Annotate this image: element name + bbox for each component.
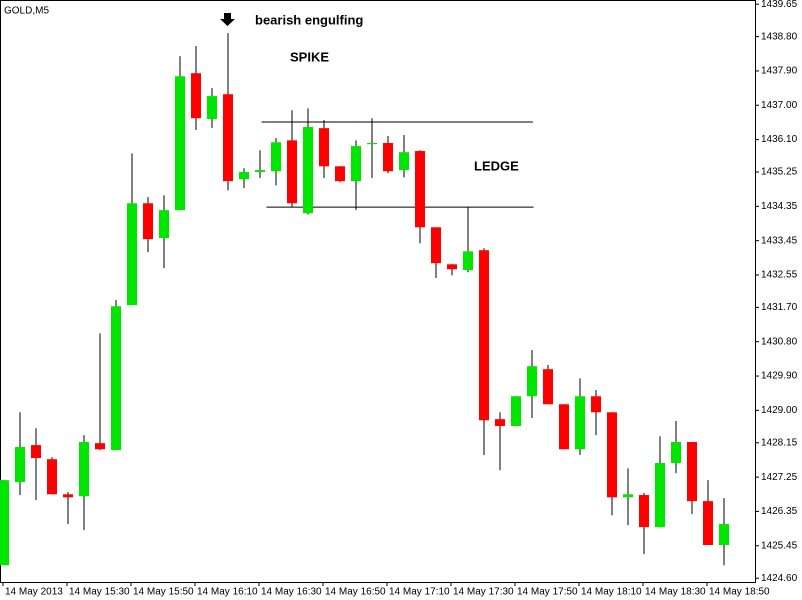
candle-body (95, 443, 105, 450)
candle-body (287, 140, 297, 204)
candle-body (319, 128, 329, 167)
candle-body (703, 501, 713, 546)
candle-body (79, 442, 89, 497)
x-tick-label: 14 May 18:10 (581, 587, 642, 598)
y-tick-label: 1424.60 (761, 573, 798, 584)
candle-body (511, 396, 521, 427)
candle-body (31, 445, 41, 459)
candle-body (495, 419, 505, 427)
candle-body (623, 494, 633, 498)
y-tick-label: 1427.25 (761, 472, 798, 483)
candle-body (63, 494, 73, 498)
y-tick-label: 1429.90 (761, 371, 798, 382)
y-tick-label: 1425.45 (761, 540, 798, 551)
x-tick-label: 14 May 15:30 (69, 587, 130, 598)
candle-body (639, 495, 649, 528)
y-tick-label: 1428.15 (761, 437, 798, 448)
candle-body (431, 227, 441, 264)
candle-body (447, 264, 457, 270)
x-tick-label: 14 May 16:50 (325, 587, 386, 598)
candle-body (351, 146, 361, 182)
x-tick-label: 14 May 15:50 (133, 587, 194, 598)
x-tick-label: 14 May 16:30 (261, 587, 322, 598)
y-tick-label: 1437.00 (761, 100, 798, 111)
x-tick-label: 14 May 16:10 (197, 587, 258, 598)
x-tick-label: 14 May 17:50 (517, 587, 578, 598)
candle-body (543, 369, 553, 405)
x-tick-label: 14 May 17:30 (453, 587, 514, 598)
candle-body (575, 396, 585, 450)
candle-body (607, 412, 617, 498)
candle-body (303, 127, 313, 214)
x-tick-label: 14 May 18:50 (709, 587, 770, 598)
y-tick-label: 1437.90 (761, 66, 798, 77)
candle-body (255, 170, 265, 173)
candle-body (111, 306, 121, 451)
candle-body (367, 143, 377, 145)
candle-body (127, 203, 137, 306)
annotation: SPIKE (290, 49, 329, 64)
y-tick-label: 1434.35 (761, 201, 798, 212)
y-tick-label: 1426.35 (761, 506, 798, 517)
candle-body (47, 459, 57, 495)
candle-body (399, 152, 409, 171)
candle-body (143, 203, 153, 240)
y-tick-label: 1435.25 (761, 167, 798, 178)
y-tick-label: 1429.00 (761, 405, 798, 416)
candle-body (559, 404, 569, 450)
candle-body (175, 76, 185, 211)
candle-body (191, 73, 201, 119)
y-tick-label: 1430.80 (761, 336, 798, 347)
candle-body (207, 96, 217, 119)
y-tick-label: 1431.70 (761, 302, 798, 313)
y-tick-label: 1433.45 (761, 235, 798, 246)
candle-body (383, 143, 393, 172)
candle-body (239, 172, 249, 180)
y-tick-label: 1436.10 (761, 134, 798, 145)
candle-body (415, 151, 425, 228)
candle-body (479, 250, 489, 421)
candle-body (223, 94, 233, 182)
candle-body (527, 366, 537, 397)
candle-body (655, 463, 665, 528)
candle-body (671, 442, 681, 464)
plot-frame (0, 0, 756, 583)
x-tick-label: 14 May 18:30 (645, 587, 706, 598)
annotation: bearish engulfing (255, 12, 363, 27)
arrow-icon (220, 13, 235, 26)
x-tick-label: 14 May 2013 (5, 587, 63, 598)
candle-body (271, 142, 281, 172)
y-tick-label: 1432.55 (761, 270, 798, 281)
candle-body (0, 480, 9, 566)
candle-body (719, 524, 729, 546)
candle-body (687, 442, 697, 502)
y-tick-label: 1438.80 (761, 31, 798, 42)
x-tick-label: 14 May 17:10 (389, 587, 450, 598)
candle-body (159, 210, 169, 238)
y-tick-label: 1439.65 (761, 0, 798, 10)
chart-title: GOLD,M5 (4, 6, 49, 17)
annotation: LEDGE (474, 158, 519, 173)
candle-body (15, 446, 25, 483)
candle-body (463, 251, 473, 271)
candle-body (335, 166, 345, 182)
candle-body (591, 396, 601, 413)
